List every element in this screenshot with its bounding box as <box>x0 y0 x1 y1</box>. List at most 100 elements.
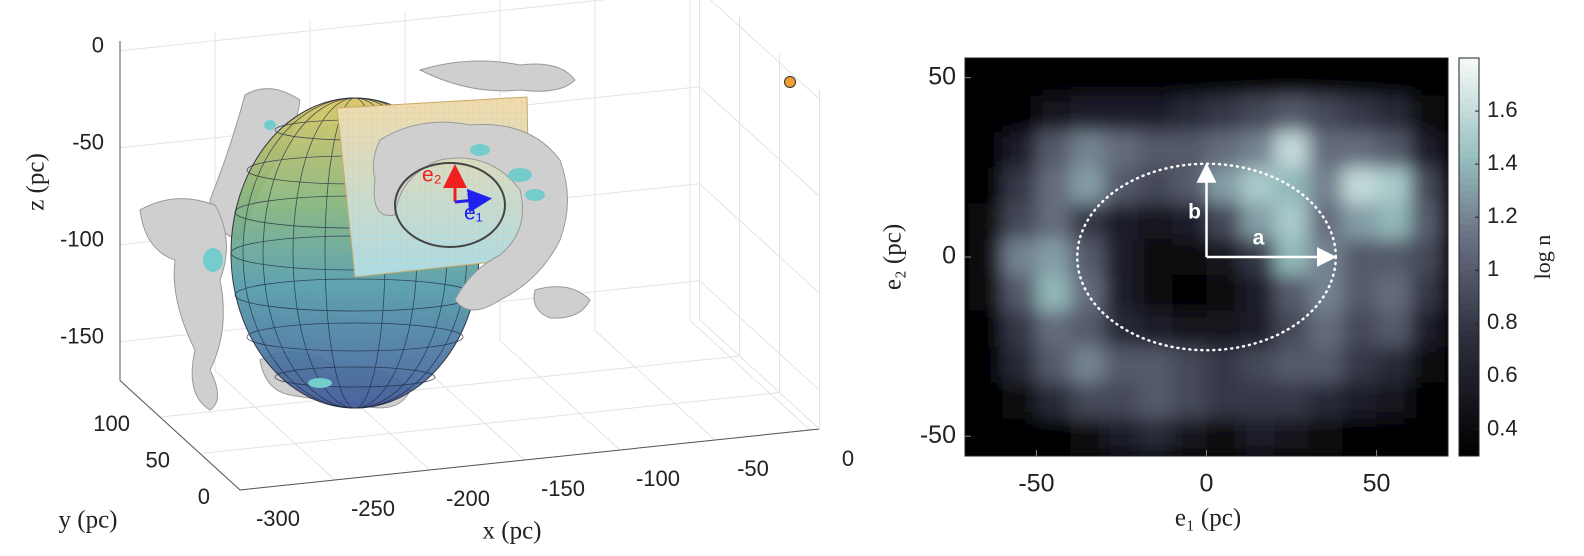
heatmap <box>965 58 1448 456</box>
x-tick-label: 0 <box>1200 470 1214 498</box>
colorbar-step <box>1459 402 1479 411</box>
heat-cell <box>1274 59 1310 97</box>
isosurface <box>139 198 227 411</box>
colorbar-step <box>1459 223 1479 231</box>
heat-cell <box>1206 382 1242 419</box>
heat-cell <box>1070 418 1105 455</box>
heat-cell <box>1376 274 1412 312</box>
colorbar-step <box>1459 323 1479 331</box>
heatmap-cells <box>968 59 1446 455</box>
heat-cell <box>968 167 1003 204</box>
heat-cell <box>1342 239 1378 276</box>
heat-cell <box>1342 167 1378 204</box>
grid-line <box>699 86 820 197</box>
heat-cell <box>1342 418 1378 455</box>
grid-line <box>699 280 820 391</box>
heat-cell <box>968 131 1003 168</box>
heat-cell <box>1274 203 1310 240</box>
heat-cell <box>1410 239 1446 276</box>
heat-cell <box>1206 310 1242 348</box>
x-tick-label: 0 <box>842 446 854 471</box>
heat-cell <box>1002 382 1037 419</box>
heat-cell <box>1070 239 1105 276</box>
heat-cell <box>968 95 1003 133</box>
colorbar-tick-label: 1.4 <box>1487 150 1518 175</box>
colorbar-step <box>1459 150 1479 158</box>
colorbar-step <box>1459 276 1479 285</box>
grid-line <box>689 320 811 431</box>
colorbar-step <box>1459 449 1479 457</box>
x-tick-label: -150 <box>541 476 585 501</box>
heat-cell <box>1172 167 1207 204</box>
colorbar-step <box>1459 111 1479 119</box>
heat-cell <box>1002 274 1037 312</box>
dense-spot <box>508 168 532 182</box>
heat-cell <box>1206 95 1242 133</box>
heat-cell <box>1240 382 1276 419</box>
heat-cell <box>1376 131 1412 168</box>
axis-line <box>119 380 241 491</box>
colorbar-step <box>1459 137 1479 145</box>
y-tick-label: 100 <box>93 411 130 436</box>
heat-cell <box>1172 274 1207 312</box>
heat-cell <box>1036 167 1071 204</box>
heat-cell <box>1172 310 1207 348</box>
heat-cell <box>1104 310 1139 348</box>
x-tick-label: -300 <box>256 506 300 531</box>
colorbar-step <box>1459 197 1479 205</box>
ring <box>394 162 506 248</box>
colorbar-step <box>1459 230 1479 238</box>
colorbar-step <box>1459 124 1479 132</box>
heat-cell <box>1070 382 1105 419</box>
colorbar-title: log n <box>1530 235 1555 280</box>
heat-cell <box>968 310 1003 348</box>
colorbar-step <box>1459 343 1479 351</box>
heat-cell <box>1240 310 1276 348</box>
isosurface <box>533 286 591 319</box>
heat-cell <box>1036 274 1071 312</box>
heat-cell <box>1240 346 1276 383</box>
dense-spot <box>525 189 545 201</box>
heat-cell <box>1070 346 1105 383</box>
heat-cell <box>1036 203 1071 240</box>
heat-cell <box>1104 59 1139 97</box>
heat-cell <box>1036 239 1071 276</box>
heat-cell <box>1172 346 1207 383</box>
heat-cell <box>1274 382 1310 419</box>
heat-cell <box>1274 167 1310 204</box>
heat-cell <box>1138 274 1173 312</box>
heat-cell <box>1070 167 1105 204</box>
isosurface <box>418 60 576 92</box>
x-tick-label: -250 <box>351 496 395 521</box>
colorbar-step <box>1459 336 1479 344</box>
z-tick-label: -150 <box>60 324 104 349</box>
colorbar-step <box>1459 184 1479 192</box>
heat-cell <box>1342 131 1378 168</box>
y-tick-label: 0 <box>198 484 210 509</box>
heat-cell <box>968 59 1003 97</box>
colorbar-step <box>1459 170 1479 178</box>
colorbar-step <box>1459 283 1479 291</box>
a-label: a <box>1253 227 1265 250</box>
colorbar-tick-label: 0.8 <box>1487 309 1518 334</box>
heat-cell <box>1376 310 1412 348</box>
heat-cell <box>1376 382 1412 419</box>
colorbar-step <box>1459 369 1479 377</box>
colorbar-step <box>1459 363 1479 371</box>
colorbar-step <box>1459 436 1479 444</box>
colorbar-step <box>1459 296 1479 304</box>
colorbar-tick-label: 1.6 <box>1487 97 1518 122</box>
heat-cell <box>1410 346 1446 383</box>
x-tick-label: -50 <box>737 456 769 481</box>
heat-cell <box>1376 167 1412 204</box>
heat-cell <box>1138 418 1173 455</box>
heat-cell <box>1410 59 1446 97</box>
colorbar-step <box>1459 210 1479 218</box>
heat-cell <box>1410 274 1446 312</box>
heat-cell <box>1274 274 1310 312</box>
colorbar-tick-label: 1.2 <box>1487 203 1518 228</box>
e1-axis-title: e₁ (pc) <box>1175 505 1241 532</box>
heat-cell <box>1342 59 1378 97</box>
heat-cell <box>1240 59 1276 97</box>
